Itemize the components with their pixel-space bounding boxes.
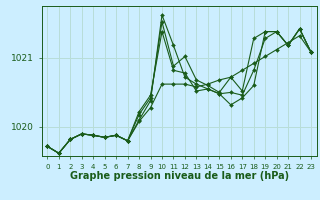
X-axis label: Graphe pression niveau de la mer (hPa): Graphe pression niveau de la mer (hPa): [70, 171, 289, 181]
